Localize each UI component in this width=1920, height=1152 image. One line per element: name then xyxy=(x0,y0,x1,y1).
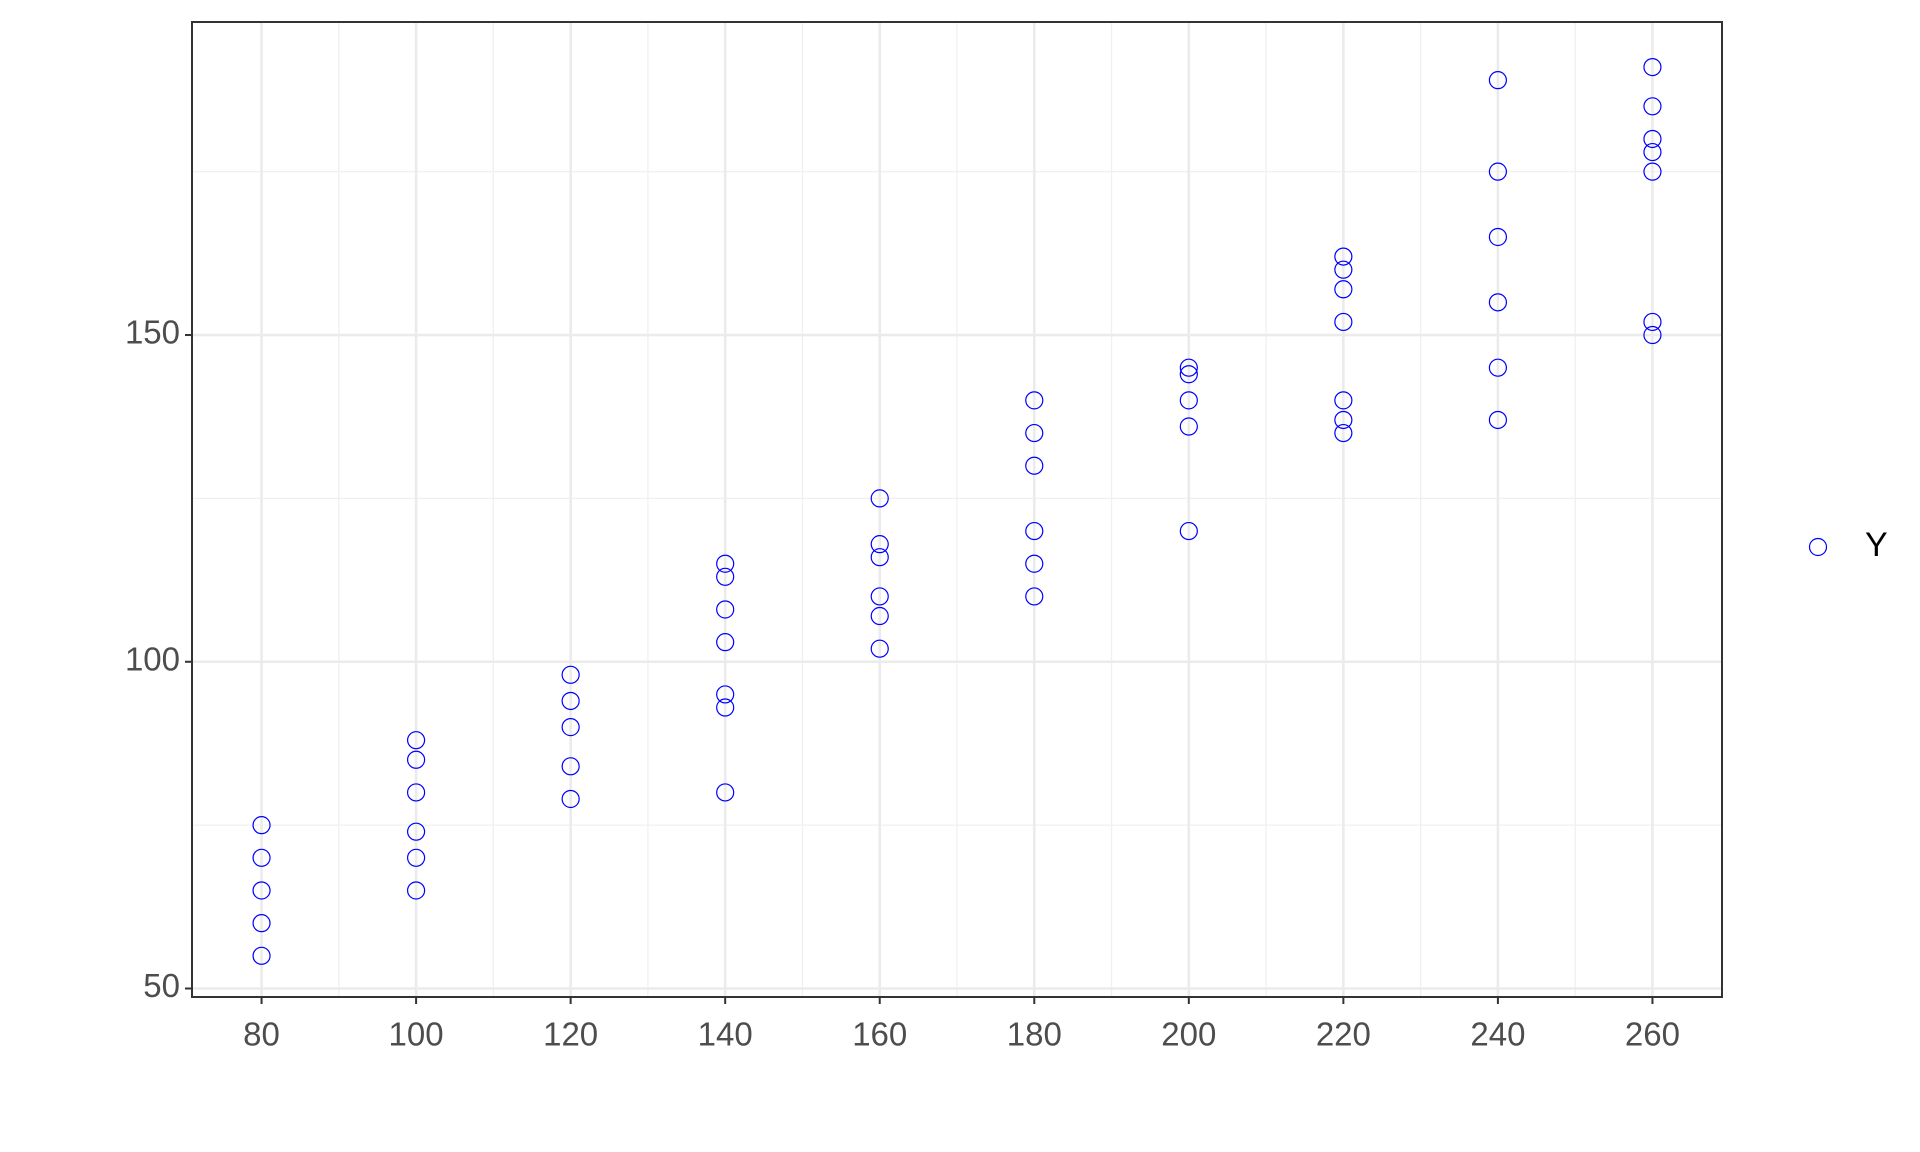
point xyxy=(716,783,735,802)
point xyxy=(252,848,271,867)
y-tick-label: 100 xyxy=(125,640,180,677)
point xyxy=(1488,293,1508,312)
x-tick-label: 260 xyxy=(1625,1016,1680,1053)
point xyxy=(716,567,735,586)
point xyxy=(1179,417,1198,436)
point xyxy=(1334,280,1353,299)
point xyxy=(1025,423,1044,443)
point xyxy=(1025,554,1044,573)
point xyxy=(1334,423,1353,443)
point xyxy=(1179,358,1198,377)
point xyxy=(561,757,580,776)
point xyxy=(1334,312,1353,332)
point xyxy=(870,587,889,606)
point xyxy=(406,822,426,841)
point xyxy=(1643,97,1662,116)
point xyxy=(1025,521,1044,541)
point xyxy=(406,881,426,900)
point xyxy=(870,489,889,508)
point xyxy=(1488,227,1508,247)
point xyxy=(870,606,889,626)
x-tick-label: 240 xyxy=(1470,1016,1525,1053)
point xyxy=(1643,57,1662,77)
point xyxy=(716,633,735,652)
point xyxy=(561,718,580,737)
point xyxy=(1025,587,1044,606)
y-tick-label: 150 xyxy=(125,314,180,351)
point xyxy=(1488,162,1508,181)
x-tick-label: 80 xyxy=(243,1016,280,1053)
point xyxy=(561,789,580,809)
point xyxy=(1334,410,1353,430)
point xyxy=(1334,391,1353,410)
point xyxy=(1488,71,1508,90)
x-tick-label: 160 xyxy=(852,1016,907,1053)
x-tick-label: 120 xyxy=(543,1016,598,1053)
point xyxy=(1643,312,1662,332)
point xyxy=(1179,365,1198,384)
x-tick-label: 100 xyxy=(389,1016,444,1053)
point xyxy=(561,691,580,711)
point xyxy=(252,816,271,835)
point xyxy=(870,535,889,554)
point xyxy=(1643,142,1662,162)
x-tick-label: 140 xyxy=(698,1016,753,1053)
point xyxy=(252,946,271,965)
point xyxy=(1488,358,1508,377)
x-tick-label: 180 xyxy=(1007,1016,1062,1053)
point xyxy=(1488,410,1508,430)
point xyxy=(870,639,889,658)
point xyxy=(252,881,271,900)
point xyxy=(1025,456,1044,475)
point xyxy=(716,698,735,717)
y-tick-label: 50 xyxy=(143,967,180,1004)
plot-border xyxy=(191,21,1723,998)
point xyxy=(1334,247,1353,266)
legend-symbol xyxy=(1808,537,1828,557)
point xyxy=(1643,129,1662,149)
point xyxy=(1643,325,1662,345)
legend-label: Y xyxy=(1865,526,1888,564)
point xyxy=(252,914,271,933)
point xyxy=(716,685,735,704)
point xyxy=(406,783,426,802)
point xyxy=(1179,521,1198,541)
point xyxy=(1334,260,1353,279)
point xyxy=(870,548,889,567)
point xyxy=(716,554,735,573)
point xyxy=(561,665,580,684)
point xyxy=(406,750,426,769)
point xyxy=(1179,391,1198,410)
x-tick-label: 200 xyxy=(1161,1016,1216,1053)
point xyxy=(406,731,426,750)
point xyxy=(406,848,426,867)
point xyxy=(716,600,735,619)
point xyxy=(1025,391,1044,410)
point xyxy=(1643,162,1662,181)
x-tick-label: 220 xyxy=(1316,1016,1371,1053)
